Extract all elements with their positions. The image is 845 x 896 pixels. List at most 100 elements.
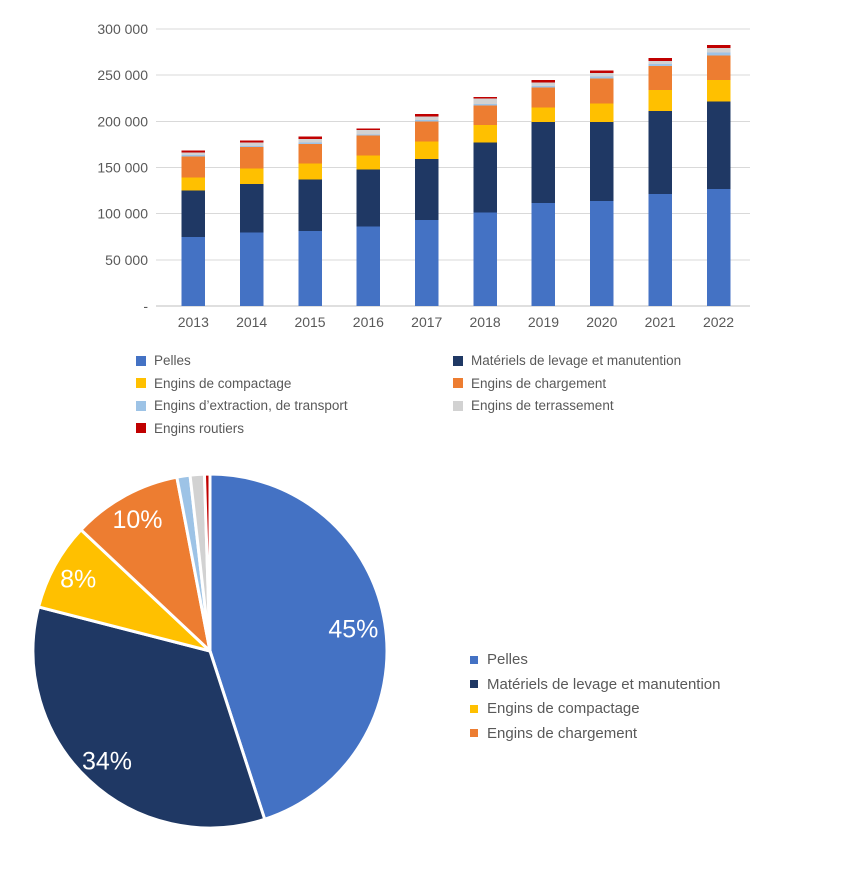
legend-item-chargement: Engins de chargement: [453, 375, 836, 392]
bar-segment: [706, 47, 731, 53]
y-axis-tick-label: 200 000: [97, 113, 148, 129]
legend-swatch-compactage: [136, 378, 146, 388]
bar-segment: [590, 70, 614, 73]
bar-segment: [531, 107, 556, 122]
bar-segment: [648, 58, 672, 61]
stacked-bar-chart: - 50 000 100 000 150 000 200 000 250 000 300 0…: [97, 21, 750, 330]
bar-segment: [181, 177, 206, 191]
bar-segment: [473, 125, 497, 143]
bar-segment: [239, 147, 264, 169]
pie-legend-label-chargement: Engins de chargement: [487, 724, 638, 742]
bar-segment: [648, 193, 672, 306]
legend-item-pelles: Pelles: [136, 352, 453, 369]
bar-segment: [356, 130, 381, 135]
bar-segment: [706, 52, 731, 56]
bar-segment: [414, 116, 439, 120]
legend-label-routiers: Engins routiers: [154, 420, 245, 436]
pie-slice: [79, 475, 212, 653]
bar-segment: [648, 89, 672, 112]
bar-segment: [298, 136, 322, 139]
bar-segment: [590, 103, 614, 122]
bar-segment: [531, 121, 556, 204]
y-axis-tick-label: -: [143, 298, 148, 314]
bar-segment: [531, 87, 556, 108]
bar-segment: [356, 134, 381, 136]
y-axis-tick-label: 150 000: [97, 160, 148, 176]
pie-legend-item-compactage: Engins de compactage: [470, 699, 720, 718]
pie-legend-item-chargement: Engins de chargement: [470, 724, 720, 743]
legend-label-chargement: Engins de chargement: [471, 375, 607, 391]
pie-slice: [31, 605, 267, 830]
x-axis-label: 2022: [703, 314, 734, 330]
legend-label-pelles: Pelles: [154, 353, 191, 368]
bar-segment: [181, 237, 206, 306]
bar-segment: [648, 65, 672, 90]
y-axis-tick-label: 250 000: [97, 67, 148, 83]
pie-slice: [202, 472, 212, 653]
bar-segment: [706, 80, 731, 102]
bar-segment: [648, 60, 672, 65]
bar-segment: [239, 145, 264, 148]
bar-segment: [648, 64, 672, 66]
y-axis-tick-label: 100 000: [97, 206, 148, 222]
bar-segment: [298, 163, 322, 180]
legend-label-terrassement: Engins de terrassement: [471, 398, 614, 413]
legend-label-extraction-transport: Engins d’extraction, de transport: [154, 398, 348, 413]
bar-segment: [648, 111, 672, 194]
y-axis-tick-label: 300 000: [97, 21, 148, 37]
bar-segment: [531, 82, 556, 86]
x-axis-label: 2016: [353, 314, 384, 330]
bar-segment: [181, 190, 206, 238]
bar-segment: [473, 212, 497, 306]
pie-chart-legend: Pelles Matériels de levage et manutentio…: [470, 650, 720, 748]
legend-label-compactage: Engins de compactage: [154, 375, 292, 391]
legend-item-materiels-levage: Matériels de levage et manutention: [453, 352, 836, 369]
legend-item-routiers: Engins routiers: [136, 420, 453, 437]
bar-segment: [473, 142, 497, 213]
x-axis-label: 2019: [528, 314, 559, 330]
x-axis-label: 2013: [178, 314, 209, 330]
bar-segment: [590, 72, 614, 77]
bar-segment: [298, 179, 322, 232]
legend-item-compactage: Engins de compactage: [136, 375, 453, 392]
bar-segment: [239, 184, 264, 233]
pie-chart: 45% 34% 8% 10%: [31, 472, 389, 830]
pie-slice-label: 34%: [82, 748, 132, 776]
bar-segment: [414, 113, 439, 117]
bar-segment: [473, 103, 497, 106]
bar-segment: [298, 142, 322, 144]
bar-segment: [298, 143, 322, 164]
bar-segment: [414, 220, 439, 306]
pie-legend-swatch-materiels-levage: [470, 680, 478, 688]
bar-segment: [590, 121, 614, 202]
pie-slice-label: 10%: [112, 506, 162, 534]
bar-segment: [356, 135, 381, 156]
bar-segment: [239, 232, 264, 306]
y-axis-tick-label: 50 000: [105, 252, 148, 268]
x-axis-label: 2015: [294, 314, 325, 330]
bar-segment: [590, 201, 614, 306]
bar-segment: [356, 226, 381, 306]
bar-segment: [473, 105, 497, 126]
bar-segment: [706, 101, 731, 190]
bar-segment: [531, 80, 556, 83]
pie-slice: [37, 528, 212, 653]
pie-slice: [208, 472, 389, 821]
legend-swatch-chargement: [453, 378, 463, 388]
bar-segment: [414, 141, 439, 160]
bar-segment: [239, 168, 264, 185]
bar-segment: [298, 138, 322, 143]
bar-segment: [590, 76, 614, 79]
legend-swatch-materiels-levage: [453, 355, 463, 366]
pie-legend-label-pelles: Pelles: [487, 651, 528, 668]
bar-segment: [414, 119, 439, 122]
x-axis-label: 2014: [236, 314, 267, 330]
bar-segment: [706, 45, 731, 48]
bar-segment: [531, 85, 556, 88]
pie-legend-swatch-chargement: [470, 729, 478, 737]
bar-segment: [590, 78, 614, 104]
bar-segment: [181, 150, 206, 153]
bar-segment: [239, 140, 264, 143]
x-axis-label: 2018: [470, 314, 501, 330]
pie-legend-item-pelles: Pelles: [470, 650, 720, 669]
